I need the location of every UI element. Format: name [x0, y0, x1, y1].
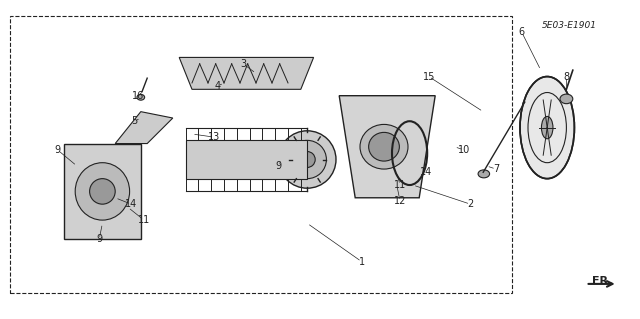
Ellipse shape — [360, 124, 408, 169]
Text: 2: 2 — [467, 199, 474, 209]
Text: 5: 5 — [131, 116, 138, 126]
Text: 16: 16 — [131, 91, 144, 101]
Text: 9: 9 — [54, 145, 61, 155]
Text: 13: 13 — [208, 132, 221, 142]
Text: 7: 7 — [493, 164, 499, 174]
Text: 15: 15 — [422, 71, 435, 82]
Text: 14: 14 — [419, 167, 432, 177]
Text: 9: 9 — [275, 161, 282, 171]
Text: 1: 1 — [358, 256, 365, 267]
Text: 6: 6 — [518, 27, 525, 37]
Ellipse shape — [478, 170, 490, 178]
Text: 11: 11 — [138, 215, 150, 225]
Ellipse shape — [90, 179, 115, 204]
Polygon shape — [339, 96, 435, 198]
Ellipse shape — [278, 131, 336, 188]
Text: 9: 9 — [96, 234, 102, 244]
Ellipse shape — [369, 132, 399, 161]
Ellipse shape — [560, 94, 573, 104]
Ellipse shape — [300, 152, 315, 167]
Text: 4: 4 — [214, 81, 221, 91]
Polygon shape — [115, 112, 173, 144]
Ellipse shape — [520, 77, 575, 179]
Text: 8: 8 — [563, 71, 570, 82]
Polygon shape — [186, 140, 307, 179]
Text: 10: 10 — [458, 145, 470, 155]
Text: 11: 11 — [394, 180, 406, 190]
Text: 5E03-E1901: 5E03-E1901 — [542, 21, 597, 30]
Ellipse shape — [288, 140, 326, 179]
Ellipse shape — [137, 94, 145, 100]
Text: FR.: FR. — [592, 276, 612, 286]
Text: 12: 12 — [394, 196, 406, 206]
Text: 14: 14 — [125, 199, 138, 209]
Polygon shape — [64, 144, 141, 239]
Text: 3: 3 — [240, 59, 246, 69]
Polygon shape — [179, 57, 314, 89]
Ellipse shape — [541, 116, 553, 139]
Ellipse shape — [76, 163, 130, 220]
